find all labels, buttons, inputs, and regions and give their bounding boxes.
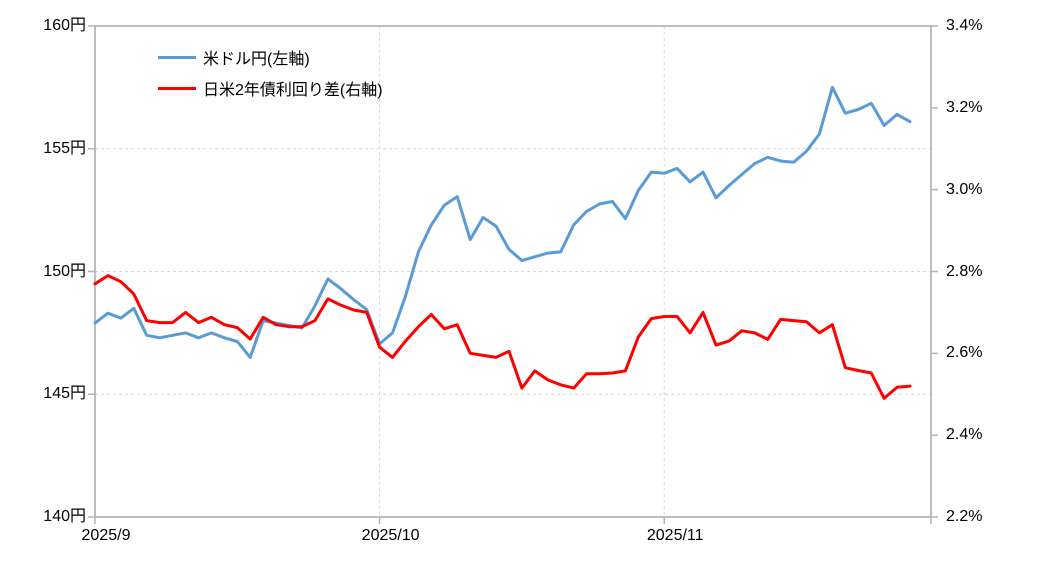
y-left-tick-label: 160円 bbox=[43, 17, 86, 34]
series-line-usdjpy bbox=[93, 85, 912, 359]
x-tick-label: 2025/11 bbox=[646, 527, 704, 544]
y-left-tick-label: 155円 bbox=[43, 139, 86, 157]
y-right-tick-label: 2.8% bbox=[946, 262, 983, 280]
y-right-tick-label: 3.4% bbox=[946, 17, 983, 34]
x-tick-label: 2025/10 bbox=[361, 527, 420, 544]
y-left-tick-label: 150円 bbox=[43, 262, 86, 280]
y-left-tick-label: 145円 bbox=[43, 385, 86, 403]
y-right-tick-label: 3.0% bbox=[946, 180, 983, 198]
y-right-tick-label: 2.4% bbox=[946, 426, 983, 444]
y-right-tick-label: 2.6% bbox=[946, 344, 983, 362]
y-right-tick-label: 3.2% bbox=[946, 98, 983, 116]
series-line-yield-spread bbox=[93, 274, 912, 400]
legend: 米ドル円(左軸) 日米2年債利回り差(右軸) bbox=[158, 46, 383, 99]
legend-item-usdjpy: 米ドル円(左軸) bbox=[158, 46, 383, 68]
legend-item-yield-spread: 日米2年債利回り差(右軸) bbox=[158, 77, 383, 99]
legend-label-yield-spread: 日米2年債利回り差(右軸) bbox=[203, 82, 383, 99]
legend-line-usdjpy bbox=[158, 55, 196, 59]
y-right-tick-label: 2.2% bbox=[946, 508, 983, 525]
legend-label-usdjpy: 米ドル円(左軸) bbox=[203, 51, 310, 68]
x-tick-label: 2025/9 bbox=[81, 527, 131, 544]
legend-line-yield-spread bbox=[158, 86, 196, 90]
y-left-tick-label: 140円 bbox=[43, 508, 86, 525]
